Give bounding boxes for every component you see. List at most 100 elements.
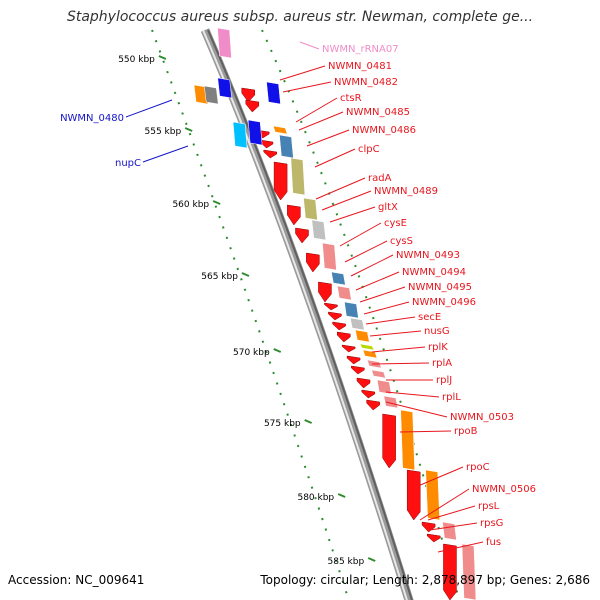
gene-label[interactable]: NWMN_0489 [374, 186, 438, 197]
gene-bar [303, 197, 318, 221]
scale-tick [184, 127, 193, 132]
label-leader-line [371, 362, 430, 365]
scale-tick-label: 580 kbp [297, 493, 334, 503]
gene-label[interactable]: rpsG [480, 518, 503, 529]
gene-label[interactable]: NWMN_0480 [60, 113, 124, 124]
reverse-gene-block [232, 121, 248, 149]
gene-bar [311, 219, 327, 241]
scale-tick [304, 419, 313, 424]
gene-label[interactable]: nusG [424, 326, 450, 337]
gene-label[interactable]: rplK [428, 342, 448, 353]
gene-arrow [421, 521, 436, 533]
gene-label[interactable]: NWMN_0485 [346, 107, 410, 118]
rrna-feature [217, 27, 232, 59]
gene-features [193, 27, 477, 600]
label-leader-line [417, 466, 464, 487]
scale-tick [273, 348, 282, 353]
gene-arrow [341, 344, 356, 353]
gene-arrow [361, 389, 376, 399]
label-leader-line [314, 148, 356, 168]
gene-arrow [356, 377, 371, 389]
gene-arrow [263, 149, 277, 159]
label-leader-line [399, 430, 452, 433]
gene-label[interactable]: nupC [115, 158, 141, 169]
reverse-gene-block [247, 119, 263, 146]
gene-arrow [406, 469, 421, 521]
gene-bar [376, 379, 392, 395]
gene-bar [359, 343, 375, 351]
scale-tick-label: 550 kbp [118, 55, 155, 65]
gene-label[interactable]: NWMN_0496 [412, 297, 476, 308]
gene-label[interactable]: rpoC [466, 462, 490, 473]
label-leader-line [125, 99, 173, 118]
gene-label[interactable]: NWMN_0481 [328, 61, 392, 72]
gene-label[interactable]: cysE [384, 218, 407, 229]
scale-tick [337, 493, 346, 498]
gene-bar [331, 271, 346, 286]
gene-label[interactable]: clpC [358, 144, 380, 155]
gene-label[interactable]: ctsR [340, 93, 362, 104]
gene-label[interactable]: NWMN_0495 [408, 282, 472, 293]
gene-label[interactable]: NWMN_0486 [352, 125, 416, 136]
topology-text: Topology: circular; Length: 2,878,897 bp… [260, 573, 590, 587]
label-leader-line [339, 222, 382, 247]
scale-tick [212, 200, 221, 205]
gene-arrow [337, 331, 351, 343]
scale-tick-label: 565 kbp [201, 272, 238, 282]
label-leader-line [298, 111, 344, 131]
label-leader-line [355, 271, 400, 291]
gene-label[interactable]: rpsL [478, 501, 500, 512]
gene-label[interactable]: NWMN_0482 [334, 77, 398, 88]
reverse-gene-block [217, 77, 232, 99]
gene-bar [362, 349, 378, 359]
gene-label[interactable]: gltX [378, 202, 398, 213]
gene-bar [425, 469, 440, 521]
gene-bar [371, 369, 386, 379]
gene-label[interactable]: rplJ [436, 375, 452, 386]
label-leader-line [306, 129, 350, 147]
gene-labels: NWMN_rRNA07 NWMN_0481 NWMN_0482 ctsR NWMN_04… [60, 44, 536, 548]
gene-label[interactable]: NWMN_0494 [402, 267, 466, 278]
label-leader-line [344, 240, 388, 263]
gene-label[interactable]: NWMN_0506 [472, 484, 536, 495]
scale-tick-label: 570 kbp [233, 348, 270, 358]
gene-arrow [328, 311, 342, 321]
gene-arrow [346, 355, 361, 365]
gene-label[interactable]: rplA [432, 358, 452, 369]
gene-label[interactable]: rpoB [454, 426, 478, 437]
label-leader-line [369, 330, 422, 337]
label-leader-line [419, 488, 470, 521]
scale-ticks: 550 kbp 555 kbp 560 kbp 565 kbp 570 kbp 575 k… [118, 55, 376, 567]
label-leader-line [385, 391, 440, 398]
gene-arrow [332, 321, 346, 331]
gene-bar [461, 543, 477, 600]
gene-arrow [241, 87, 256, 103]
gene-arrow [324, 302, 338, 311]
gene-label[interactable]: rplL [442, 392, 461, 403]
gene-label[interactable]: cysS [390, 236, 413, 247]
gene-arrow [295, 227, 309, 244]
gene-arrow [306, 252, 320, 273]
gene-label[interactable]: NWMN_0493 [396, 250, 460, 261]
reverse-gene-block [203, 85, 219, 105]
gene-label[interactable]: radA [368, 173, 392, 184]
scale-tick-label: 555 kbp [145, 127, 182, 137]
label-leader-line [279, 65, 326, 81]
gene-label[interactable]: NWMN_0503 [450, 412, 514, 423]
gene-bar [290, 157, 306, 196]
label-leader-line [142, 145, 189, 163]
gene-label[interactable]: secE [418, 312, 441, 323]
gene-bar [279, 134, 294, 159]
gene-arrow [366, 399, 380, 411]
gene-bar [272, 125, 288, 135]
gene-bar [349, 317, 365, 331]
gene-bar [322, 242, 337, 271]
label-leader-line [329, 206, 376, 223]
map-title: Staphylococcus aureus subsp. aureus str.… [66, 9, 534, 25]
gene-arrow [287, 204, 301, 226]
accession-text: Accession: NC_009641 [8, 573, 145, 587]
gene-arrow [443, 543, 457, 600]
gene-label[interactable]: fus [486, 537, 501, 548]
gene-label[interactable]: NWMN_rRNA07 [322, 44, 399, 55]
